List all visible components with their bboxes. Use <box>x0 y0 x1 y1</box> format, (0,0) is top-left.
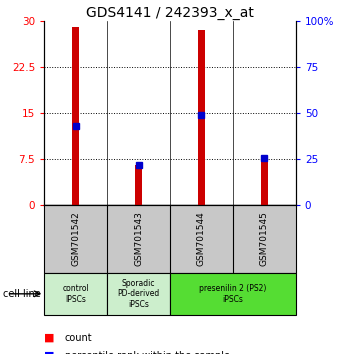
Text: GSM701543: GSM701543 <box>134 211 143 267</box>
Text: GSM701545: GSM701545 <box>260 211 269 267</box>
Text: GSM701544: GSM701544 <box>197 212 206 266</box>
Bar <box>260 159 268 205</box>
Text: percentile rank within the sample: percentile rank within the sample <box>65 351 230 354</box>
Bar <box>135 165 142 205</box>
Bar <box>198 30 205 205</box>
Text: control
IPSCs: control IPSCs <box>62 284 89 303</box>
Text: count: count <box>65 333 92 343</box>
Text: presenilin 2 (PS2)
iPSCs: presenilin 2 (PS2) iPSCs <box>199 284 267 303</box>
Text: Sporadic
PD-derived
iPSCs: Sporadic PD-derived iPSCs <box>117 279 160 309</box>
Bar <box>107 273 170 315</box>
Text: GSM701542: GSM701542 <box>71 212 80 266</box>
Bar <box>44 273 107 315</box>
Title: GDS4141 / 242393_x_at: GDS4141 / 242393_x_at <box>86 6 254 20</box>
Bar <box>170 273 296 315</box>
Text: ■: ■ <box>44 351 55 354</box>
Text: ■: ■ <box>44 333 55 343</box>
Text: cell line: cell line <box>3 289 41 299</box>
Bar <box>72 27 80 205</box>
